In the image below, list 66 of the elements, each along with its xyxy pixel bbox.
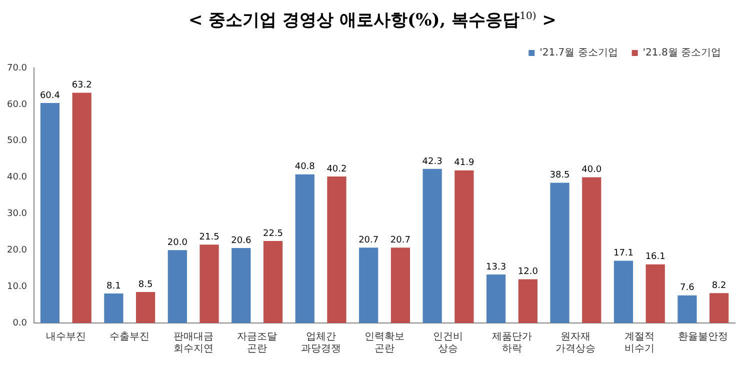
- bar: [678, 295, 697, 323]
- bar: [614, 260, 634, 323]
- chart-title: < 중소기업 경영상 애로사항(%), 복수응답$^{10)}$ >: [188, 10, 558, 33]
- data-label: 22.5: [262, 228, 284, 239]
- data-label: 41.9: [454, 158, 474, 168]
- data-label: 20.0: [167, 238, 188, 248]
- y-tick-label: 40.0: [6, 172, 28, 183]
- bar: [454, 170, 474, 323]
- x-tick-label: 업체간 과당경쟁: [300, 332, 341, 355]
- x-tick-label: 인건비 상승: [433, 332, 464, 355]
- bar: [359, 248, 378, 323]
- y-tick-label: 10.0: [6, 282, 28, 292]
- y-tick-label: 0.0: [12, 318, 28, 328]
- bar: [295, 174, 314, 323]
- bar: [72, 92, 92, 323]
- bar: [263, 241, 283, 323]
- x-tick-label: 인력확보 곤란: [364, 332, 405, 355]
- x-tick-label: 판매대금 회수지연: [173, 332, 214, 355]
- x-tick-label: 제품단가 하락: [492, 332, 532, 355]
- bar: [518, 279, 538, 323]
- x-tick-label: 원자재 가격상승: [556, 332, 596, 355]
- bar: [710, 293, 729, 323]
- data-label: 40.0: [582, 165, 602, 176]
- data-label: 12.0: [518, 267, 538, 278]
- y-tick-label: 30.0: [6, 209, 28, 220]
- x-tick-label: 자금조달 곤란: [237, 332, 278, 355]
- data-label: 8.2: [712, 280, 726, 291]
- data-label: 13.3: [486, 262, 506, 272]
- bar: [646, 264, 665, 323]
- data-label: 38.5: [550, 170, 570, 181]
- data-label: 42.3: [422, 156, 442, 167]
- data-label: 40.8: [294, 162, 316, 172]
- y-tick-label: 70.0: [6, 63, 28, 74]
- x-tick-label: 수출부진: [110, 332, 150, 343]
- bar: [422, 168, 442, 323]
- bar: [550, 182, 570, 323]
- bar: [486, 274, 506, 323]
- legend-label: '21.7월 중소기업: [540, 48, 618, 59]
- bar: [390, 248, 410, 323]
- data-label: 7.6: [680, 283, 695, 294]
- data-label: 8.5: [138, 280, 153, 290]
- bar: [104, 293, 124, 323]
- data-label: 20.7: [390, 235, 410, 246]
- data-label: 17.1: [613, 248, 634, 259]
- data-label: 20.7: [358, 235, 379, 246]
- y-tick-label: 20.0: [6, 245, 28, 256]
- data-label: 60.4: [40, 90, 60, 101]
- x-tick-label: 환율불안정: [678, 332, 728, 343]
- data-label: 20.6: [231, 236, 252, 246]
- bar: [136, 292, 156, 323]
- y-tick-label: 50.0: [6, 136, 28, 146]
- data-label: 63.2: [72, 80, 92, 91]
- data-label: 40.2: [326, 164, 347, 174]
- y-tick-label: 60.0: [6, 100, 28, 110]
- bar: [232, 248, 251, 323]
- x-tick-label: 계절적 비수기: [624, 332, 654, 355]
- x-tick-label: 내수부진: [46, 332, 86, 343]
- data-label: 16.1: [645, 252, 666, 262]
- data-label: 21.5: [199, 232, 220, 243]
- bar: [200, 244, 219, 323]
- data-label: 8.1: [106, 281, 121, 292]
- bar: [40, 102, 60, 323]
- bar: [327, 176, 346, 323]
- bar: [582, 177, 602, 323]
- legend-label: '21.8월 중소기업: [642, 48, 722, 59]
- bar: [168, 250, 187, 323]
